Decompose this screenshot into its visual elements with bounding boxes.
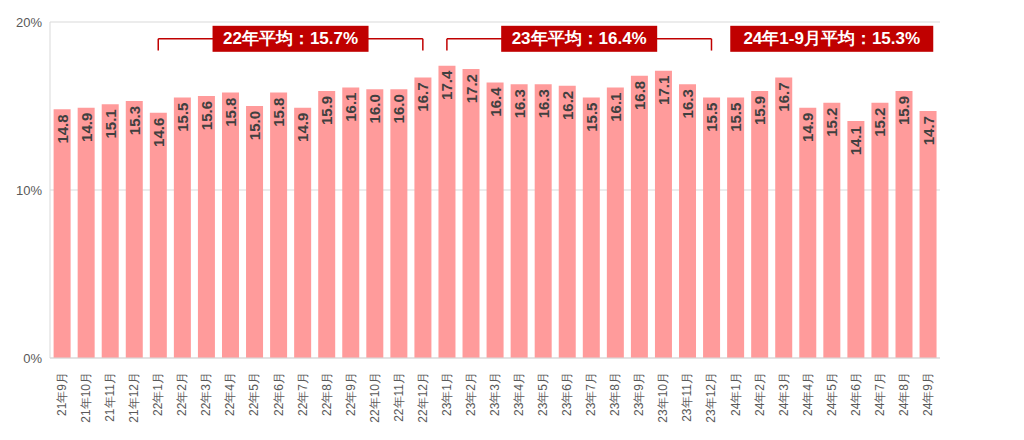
svg-text:14.8: 14.8 [54, 114, 71, 143]
svg-text:16.7: 16.7 [414, 82, 431, 111]
svg-text:23年10月: 23年10月 [656, 372, 670, 423]
svg-text:24年4月: 24年4月 [801, 372, 815, 416]
svg-text:23年7月: 23年7月 [584, 372, 598, 416]
svg-text:24年7月: 24年7月 [873, 372, 887, 416]
svg-text:14.9: 14.9 [294, 113, 311, 142]
svg-text:22年9月: 22年9月 [344, 372, 358, 416]
svg-text:22年6月: 22年6月 [272, 372, 286, 416]
svg-text:24年1-9月平均：15.3%: 24年1-9月平均：15.3% [743, 29, 920, 48]
svg-text:23年4月: 23年4月 [512, 372, 526, 416]
svg-text:23年3月: 23年3月 [488, 372, 502, 416]
svg-text:23年2月: 23年2月 [464, 372, 478, 416]
svg-text:14.9: 14.9 [78, 113, 95, 142]
svg-text:16.2: 16.2 [559, 91, 576, 120]
svg-text:21年11月: 21年11月 [103, 372, 117, 422]
svg-text:17.2: 17.2 [463, 74, 480, 103]
svg-text:23年11月: 23年11月 [680, 372, 694, 422]
svg-text:15.5: 15.5 [583, 103, 600, 132]
svg-text:23年1月: 23年1月 [440, 372, 454, 416]
svg-text:24年6月: 24年6月 [849, 372, 863, 416]
svg-text:23年9月: 23年9月 [632, 372, 646, 416]
svg-text:21年10月: 21年10月 [79, 372, 93, 423]
svg-text:16.4: 16.4 [487, 87, 504, 117]
svg-text:15.2: 15.2 [823, 108, 840, 137]
svg-text:16.3: 16.3 [679, 89, 696, 118]
svg-text:20%: 20% [16, 15, 42, 30]
svg-text:24年5月: 24年5月 [825, 372, 839, 416]
svg-text:16.0: 16.0 [390, 94, 407, 123]
svg-text:15.5: 15.5 [703, 103, 720, 132]
svg-text:15.5: 15.5 [174, 103, 191, 132]
svg-text:14.7: 14.7 [920, 116, 937, 145]
svg-text:24年8月: 24年8月 [897, 372, 911, 416]
svg-text:16.1: 16.1 [607, 93, 624, 122]
svg-text:23年6月: 23年6月 [560, 372, 574, 416]
svg-text:15.2: 15.2 [871, 108, 888, 137]
svg-text:16.3: 16.3 [535, 89, 552, 118]
svg-text:15.8: 15.8 [270, 98, 287, 127]
svg-text:22年3月: 22年3月 [199, 372, 213, 416]
svg-text:15.3: 15.3 [126, 106, 143, 135]
svg-text:15.9: 15.9 [318, 96, 335, 125]
svg-text:22年8月: 22年8月 [320, 372, 334, 416]
svg-text:14.6: 14.6 [150, 118, 167, 147]
svg-text:15.9: 15.9 [896, 96, 913, 125]
svg-text:14.9: 14.9 [799, 113, 816, 142]
svg-text:15.0: 15.0 [246, 111, 263, 140]
svg-text:23年8月: 23年8月 [608, 372, 622, 416]
svg-text:23年平均：16.4%: 23年平均：16.4% [512, 29, 647, 48]
svg-text:10%: 10% [16, 183, 42, 198]
svg-text:16.3: 16.3 [511, 89, 528, 118]
svg-text:22年7月: 22年7月 [296, 372, 310, 416]
svg-text:24年2月: 24年2月 [753, 372, 767, 416]
svg-text:17.4: 17.4 [438, 70, 455, 100]
svg-text:15.1: 15.1 [102, 109, 119, 138]
svg-text:15.8: 15.8 [222, 98, 239, 127]
svg-text:21年9月: 21年9月 [55, 372, 69, 416]
svg-text:22年平均：15.7%: 22年平均：15.7% [223, 29, 358, 48]
svg-text:0%: 0% [23, 351, 42, 366]
svg-text:16.7: 16.7 [775, 82, 792, 111]
svg-text:22年12月: 22年12月 [416, 372, 430, 423]
svg-text:15.5: 15.5 [727, 103, 744, 132]
svg-text:21年12月: 21年12月 [127, 372, 141, 423]
svg-text:16.0: 16.0 [366, 94, 383, 123]
svg-text:24年1月: 24年1月 [729, 372, 743, 416]
svg-text:22年4月: 22年4月 [223, 372, 237, 416]
svg-text:15.6: 15.6 [198, 101, 215, 130]
svg-text:22年5月: 22年5月 [247, 372, 261, 416]
svg-text:22年11月: 22年11月 [392, 372, 406, 422]
svg-text:22年1月: 22年1月 [151, 372, 165, 416]
svg-text:22年2月: 22年2月 [175, 372, 189, 416]
svg-text:24年3月: 24年3月 [777, 372, 791, 416]
svg-text:15.9: 15.9 [751, 96, 768, 125]
svg-text:23年12月: 23年12月 [704, 372, 718, 423]
svg-text:16.1: 16.1 [342, 93, 359, 122]
svg-text:24年9月: 24年9月 [921, 372, 935, 416]
svg-text:14.1: 14.1 [847, 126, 864, 155]
svg-text:16.8: 16.8 [631, 81, 648, 110]
svg-text:22年10月: 22年10月 [368, 372, 382, 423]
svg-text:17.1: 17.1 [655, 76, 672, 105]
svg-text:23年5月: 23年5月 [536, 372, 550, 416]
